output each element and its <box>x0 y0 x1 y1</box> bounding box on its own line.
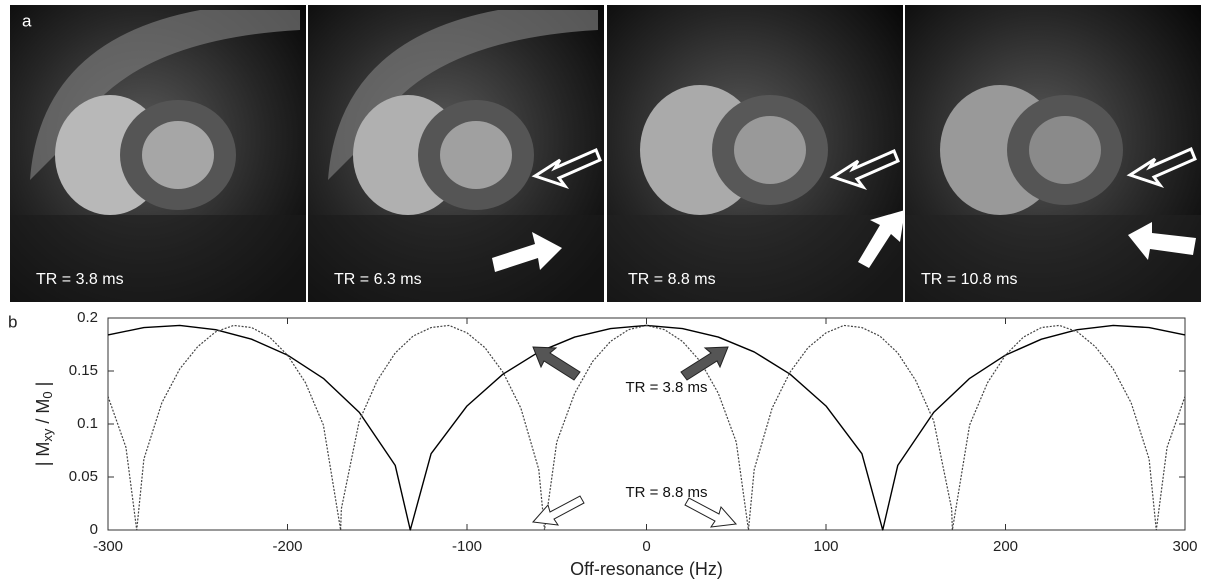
y-axis-label: | Mxy / M0 | <box>33 382 56 467</box>
y-tick-label: 0.15 <box>69 362 98 379</box>
y-tick-label: 0.1 <box>77 415 98 432</box>
x-tick-label: -200 <box>272 538 302 555</box>
y-tick-label: 0.2 <box>77 309 98 326</box>
y-tick-label: 0 <box>90 521 98 538</box>
y-tick-label: 0.05 <box>69 468 98 485</box>
caption: TR = 3.8 ms <box>36 271 124 288</box>
figure: a TR = 3.8 ms TR = 6.3 ms TR = 8.8 ms TR… <box>0 0 1211 582</box>
mri-panels: a TR = 3.8 ms TR = 6.3 ms TR = 8.8 ms TR… <box>10 5 1201 302</box>
mri-image <box>607 5 905 302</box>
caption: TR = 10.8 ms <box>921 271 1017 288</box>
x-tick-label: 200 <box>993 538 1018 555</box>
y-axis-label-part: | M <box>33 442 53 467</box>
mri-image <box>905 5 1201 302</box>
y-axis-label-part: | <box>33 382 53 392</box>
y-axis-label-part: xy <box>40 428 55 442</box>
caption: TR = 6.3 ms <box>334 271 422 288</box>
plot: -300 -200 -100 0 100 200 300 0 0.05 0.1 0.15 0.2 Off… <box>33 309 1198 579</box>
x-tick-label: 0 <box>642 538 650 555</box>
y-axis-label-part: 0 <box>40 391 55 398</box>
x-tick-label: 300 <box>1172 538 1197 555</box>
panel-label: a <box>22 11 32 30</box>
mri-image <box>308 5 604 302</box>
x-tick-label: 100 <box>813 538 838 555</box>
x-axis-label: Off-resonance (Hz) <box>570 559 723 579</box>
x-tick-label: -100 <box>452 538 482 555</box>
y-axis-label-part: / M <box>33 399 53 429</box>
mri-image <box>10 5 306 302</box>
annotation: TR = 8.8 ms <box>625 484 707 501</box>
caption: TR = 8.8 ms <box>628 271 716 288</box>
annotation: TR = 3.8 ms <box>625 379 707 396</box>
x-tick-label: -300 <box>93 538 123 555</box>
panel-label: b <box>8 312 17 331</box>
